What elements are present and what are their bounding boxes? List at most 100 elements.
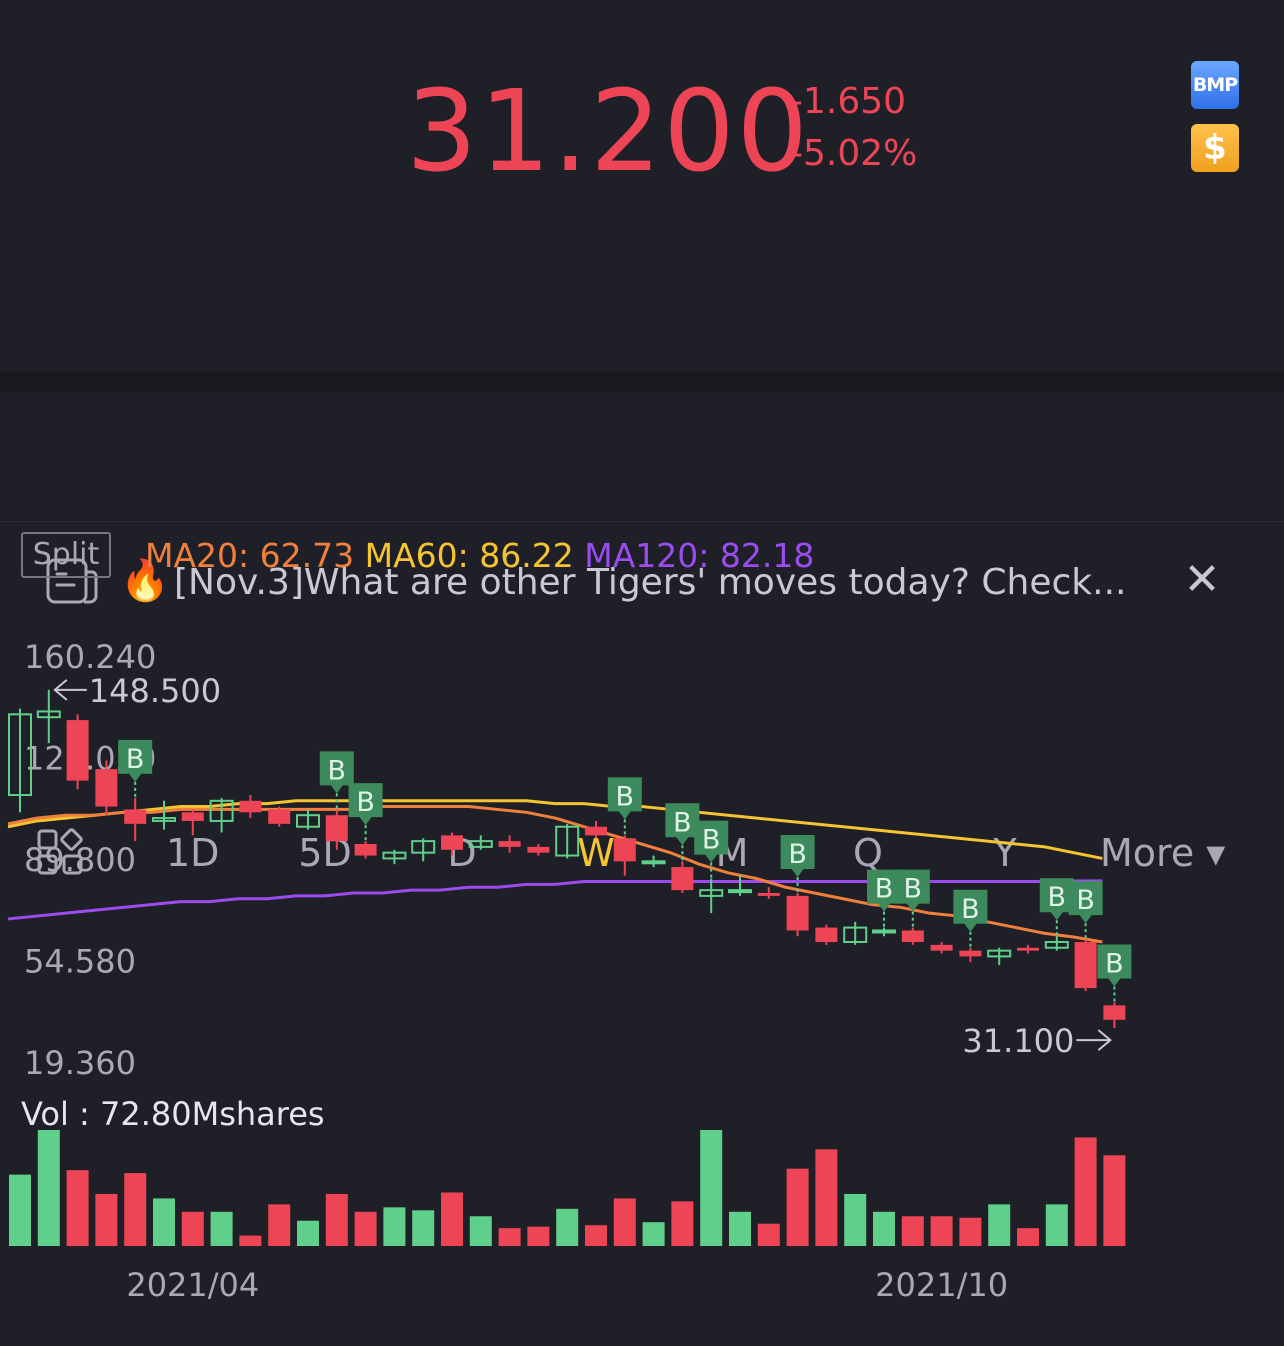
candle-body-down (239, 800, 262, 813)
volume-bar (210, 1211, 233, 1246)
volume-bar (642, 1222, 665, 1246)
price-change-percent: -5.02% (790, 133, 918, 174)
volume-bar (181, 1211, 204, 1246)
candle-body-up (728, 889, 752, 894)
high-arrow-icon (53, 679, 87, 701)
candle-body-up (555, 825, 580, 857)
volume-bar (988, 1204, 1011, 1246)
volume-bar (441, 1192, 463, 1246)
buy-marker (607, 777, 642, 820)
buy-marker (1068, 881, 1103, 924)
volume-bar (930, 1216, 953, 1246)
split-button[interactable]: Split (21, 532, 111, 578)
ma60-line (7, 799, 1103, 860)
buy-marker-label: B (788, 839, 807, 870)
buy-marker-label: B (673, 807, 692, 838)
candle-body-down (95, 769, 118, 807)
candle-body-down (527, 846, 550, 853)
candle-body-down (786, 895, 809, 931)
news-icon (46, 558, 98, 604)
volume-bar (844, 1193, 867, 1246)
volume-bar (9, 1174, 31, 1246)
volume-bar (498, 1228, 521, 1246)
volume-bar (66, 1170, 89, 1246)
news-headline[interactable]: [Nov.3]What are other Tigers' moves toda… (174, 562, 1127, 603)
candle-body-down (498, 841, 521, 847)
tab-w[interactable]: W (577, 831, 615, 875)
buy-marker (118, 739, 153, 782)
more-dropdown[interactable]: More ▾ (1100, 831, 1226, 875)
volume-bar (1017, 1228, 1039, 1246)
buy-marker-label: B (1105, 949, 1124, 980)
volume-bar (527, 1226, 550, 1246)
dollar-icon[interactable]: $ (1191, 124, 1239, 172)
x-axis-tick-label: 2021/10 (875, 1266, 1008, 1304)
volume-bar (729, 1211, 751, 1246)
buy-marker-label: B (875, 874, 894, 905)
candle-body-up (468, 840, 493, 848)
buy-marker-label: B (328, 755, 347, 786)
last-price: 31.200 (406, 67, 810, 197)
ma20-line (7, 805, 1103, 944)
low-arrow-icon (1076, 1029, 1112, 1051)
volume-bar (786, 1168, 809, 1246)
close-icon[interactable]: ✕ (1183, 554, 1221, 605)
candle-body-up (411, 840, 436, 854)
candle-body-up (1044, 940, 1069, 949)
news-banner[interactable]: 🔥 [Nov.3]What are other Tigers' moves to… (0, 268, 1284, 604)
candle-body-down (757, 893, 780, 896)
volume-bar (95, 1193, 118, 1246)
volume-bar (239, 1235, 262, 1246)
candle-body-down (124, 809, 147, 824)
candle-body-down (585, 826, 607, 836)
candle-body-up (152, 817, 176, 822)
buy-marker-label: B (702, 825, 721, 856)
candle-body-down (325, 815, 348, 842)
price-header: 31.200 -1.650 -5.02% BMP $ (0, 0, 1284, 268)
candle-body-down (959, 950, 982, 957)
volume-bar (1045, 1204, 1068, 1246)
candle-body-down (671, 867, 694, 891)
buy-marker (780, 835, 815, 878)
buy-marker (1039, 878, 1074, 921)
buy-marker (1097, 944, 1132, 987)
low-price-label: 31.100 (962, 1022, 1074, 1060)
candle-body-up (296, 814, 320, 828)
candle-body-up (872, 929, 896, 934)
candle-body-up (641, 860, 666, 865)
buy-marker-label: B (1048, 882, 1067, 913)
section-divider (0, 372, 1284, 392)
volume-bar (297, 1220, 319, 1246)
buy-marker-label: B (616, 781, 635, 812)
y-axis-tick-label: 54.580 (24, 943, 136, 981)
candle-body-up (209, 799, 234, 822)
volume-bar (325, 1193, 348, 1246)
buy-marker (895, 869, 930, 912)
volume-bar (37, 1130, 60, 1246)
y-axis-tick-label: 89.800 (24, 841, 136, 879)
bmp-badge[interactable]: BMP (1191, 61, 1239, 109)
buy-marker (665, 803, 700, 846)
volume-bar (268, 1204, 291, 1246)
candle-body-down (930, 944, 953, 951)
buy-marker (953, 889, 988, 932)
tab-1d[interactable]: 1D (166, 831, 220, 875)
volume-bar (585, 1225, 607, 1246)
y-axis-tick-label: 19.360 (24, 1044, 136, 1082)
volume-bar (469, 1216, 492, 1246)
candle-body-up (382, 851, 407, 860)
volume-bar (613, 1198, 636, 1246)
volume-bar (757, 1223, 780, 1246)
candle-body-down (1103, 1005, 1126, 1020)
price-change: -1.650 (790, 81, 907, 122)
ma20-value: MA20: 62.73 (145, 536, 355, 575)
tab-q[interactable]: Q (853, 831, 883, 875)
candle-body-down (1074, 941, 1097, 989)
fire-icon: 🔥 (120, 558, 170, 604)
grid-layout-icon[interactable] (36, 828, 84, 876)
candle-body-down (441, 835, 463, 850)
candle-body-down (815, 927, 838, 942)
buy-marker (348, 783, 383, 826)
buy-marker (694, 820, 729, 863)
